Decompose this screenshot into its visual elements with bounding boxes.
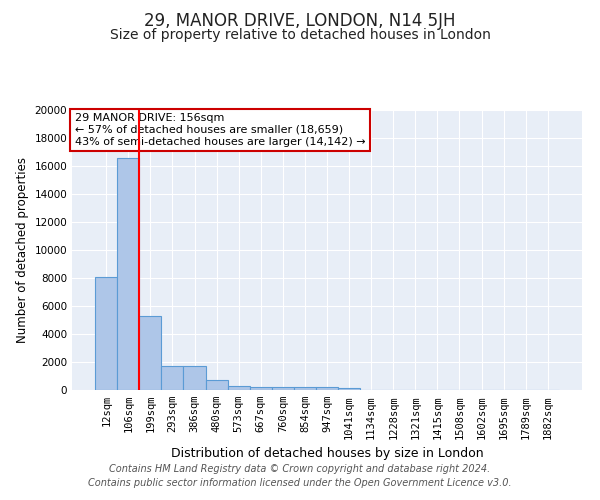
Bar [227,386,250,390]
Bar [272,387,294,390]
Bar [117,158,139,390]
Bar [95,276,117,390]
Bar [294,387,316,390]
Bar [161,366,184,390]
Bar [139,316,161,390]
Bar [184,366,206,390]
Bar [316,388,338,390]
X-axis label: Distribution of detached houses by size in London: Distribution of detached houses by size … [170,447,484,460]
Y-axis label: Number of detached properties: Number of detached properties [16,157,29,343]
Bar [250,386,272,390]
Bar [206,380,227,390]
Text: Contains HM Land Registry data © Crown copyright and database right 2024.
Contai: Contains HM Land Registry data © Crown c… [88,464,512,487]
Text: 29 MANOR DRIVE: 156sqm
← 57% of detached houses are smaller (18,659)
43% of semi: 29 MANOR DRIVE: 156sqm ← 57% of detached… [74,114,365,146]
Text: 29, MANOR DRIVE, LONDON, N14 5JH: 29, MANOR DRIVE, LONDON, N14 5JH [144,12,456,30]
Bar [338,388,360,390]
Text: Size of property relative to detached houses in London: Size of property relative to detached ho… [110,28,490,42]
